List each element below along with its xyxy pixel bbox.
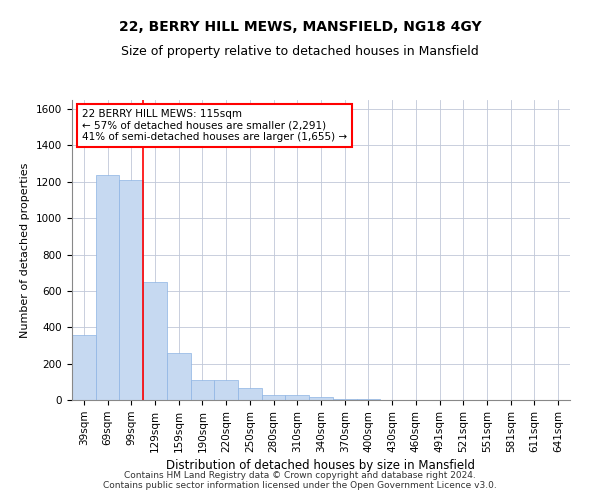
Bar — [191, 380, 214, 400]
Text: Contains HM Land Registry data © Crown copyright and database right 2024.
Contai: Contains HM Land Registry data © Crown c… — [103, 470, 497, 490]
Bar — [309, 398, 333, 400]
Bar — [333, 398, 356, 400]
Bar — [72, 334, 96, 400]
Text: 22 BERRY HILL MEWS: 115sqm
← 57% of detached houses are smaller (2,291)
41% of s: 22 BERRY HILL MEWS: 115sqm ← 57% of deta… — [82, 109, 347, 142]
Bar — [167, 352, 191, 400]
Bar — [238, 388, 262, 400]
Bar — [96, 174, 119, 400]
Text: Size of property relative to detached houses in Mansfield: Size of property relative to detached ho… — [121, 45, 479, 58]
Bar — [119, 180, 143, 400]
Bar — [143, 282, 167, 400]
X-axis label: Distribution of detached houses by size in Mansfield: Distribution of detached houses by size … — [167, 459, 476, 472]
Bar — [262, 394, 286, 400]
Bar — [356, 398, 380, 400]
Bar — [214, 380, 238, 400]
Text: 22, BERRY HILL MEWS, MANSFIELD, NG18 4GY: 22, BERRY HILL MEWS, MANSFIELD, NG18 4GY — [119, 20, 481, 34]
Y-axis label: Number of detached properties: Number of detached properties — [20, 162, 31, 338]
Bar — [286, 396, 309, 400]
